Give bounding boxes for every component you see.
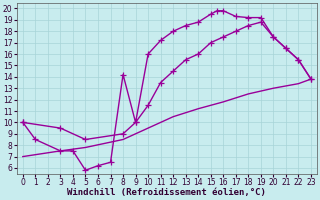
X-axis label: Windchill (Refroidissement éolien,°C): Windchill (Refroidissement éolien,°C): [68, 188, 266, 197]
